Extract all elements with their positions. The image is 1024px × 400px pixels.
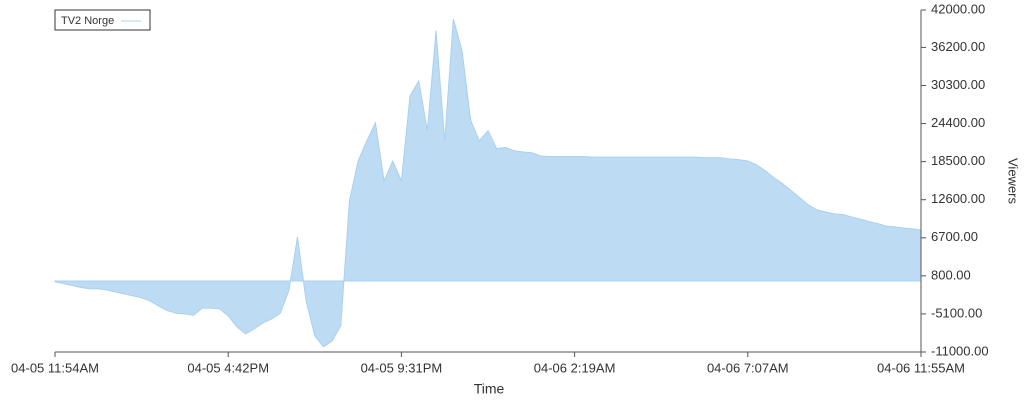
y-tick-label: 42000.00 [931, 1, 985, 16]
x-tick-label: 04-06 7:07AM [707, 360, 789, 375]
y-tick-label: 36200.00 [931, 39, 985, 54]
x-tick-label: 04-06 2:19AM [534, 360, 616, 375]
y-tick-label: 6700.00 [931, 229, 978, 244]
x-tick-label: 04-06 11:55AM [877, 360, 965, 375]
y-tick-label: -11000.00 [931, 343, 989, 358]
y-tick-label: 12600.00 [931, 191, 985, 206]
x-tick-label: 04-05 9:31PM [361, 360, 443, 375]
legend-box [54, 9, 151, 31]
x-axis-label: Time [474, 381, 505, 397]
y-tick-label: 800.00 [931, 267, 971, 282]
y-axis-label: Viewers [1006, 158, 1021, 205]
x-tick-label: 04-05 4:42PM [187, 360, 269, 375]
y-tick-label: 24400.00 [931, 115, 985, 130]
y-tick-label: 18500.00 [931, 153, 985, 168]
legend-label: TV2 Norge [61, 15, 114, 27]
y-tick-label: -5100.00 [931, 305, 982, 320]
y-tick-label: 30300.00 [931, 77, 985, 92]
x-tick-label: 04-05 11:54AM [11, 360, 99, 375]
area [54, 18, 922, 348]
